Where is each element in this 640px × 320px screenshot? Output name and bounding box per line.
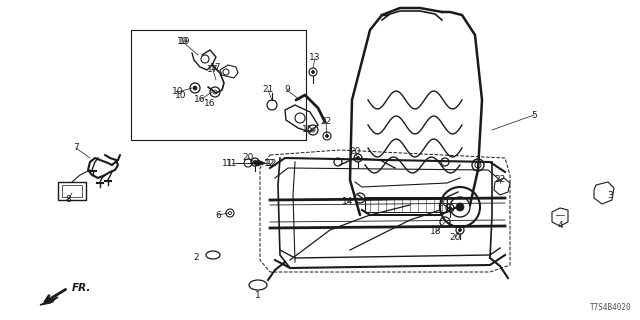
Text: 12: 12	[264, 158, 276, 167]
Text: 9: 9	[284, 85, 290, 94]
Text: 6: 6	[215, 211, 221, 220]
Text: 11: 11	[227, 158, 237, 167]
Text: 10: 10	[172, 87, 184, 97]
Circle shape	[193, 86, 197, 90]
Circle shape	[449, 206, 451, 210]
Circle shape	[312, 70, 314, 74]
Text: 22: 22	[321, 117, 332, 126]
Text: 18: 18	[430, 228, 442, 236]
Text: 20: 20	[449, 234, 461, 243]
Text: 21: 21	[262, 85, 274, 94]
Circle shape	[356, 156, 360, 159]
Circle shape	[253, 161, 257, 164]
Text: 20: 20	[243, 154, 253, 163]
Text: 1: 1	[255, 291, 261, 300]
Text: 10: 10	[175, 91, 187, 100]
Text: 15: 15	[302, 125, 314, 134]
Polygon shape	[40, 297, 58, 305]
Text: 16: 16	[204, 99, 216, 108]
Circle shape	[456, 203, 464, 211]
Circle shape	[326, 134, 328, 138]
Text: 5: 5	[531, 110, 537, 119]
Text: 20: 20	[349, 148, 361, 156]
Text: 17: 17	[211, 63, 221, 73]
Text: 13: 13	[309, 53, 321, 62]
Bar	[62, 185, 82, 197]
Bar	[131, 30, 306, 140]
Bar	[58, 182, 86, 200]
Polygon shape	[252, 160, 265, 166]
Text: 22: 22	[494, 175, 506, 185]
Text: 19: 19	[177, 37, 189, 46]
Text: 12: 12	[266, 158, 278, 167]
Text: 4: 4	[557, 221, 563, 230]
Text: 7: 7	[73, 143, 79, 153]
Text: 14: 14	[342, 197, 354, 206]
Text: 2: 2	[193, 253, 199, 262]
Text: 8: 8	[65, 196, 71, 204]
Text: 20: 20	[437, 199, 449, 209]
Text: T7S4B4020: T7S4B4020	[590, 303, 632, 312]
Text: 11: 11	[222, 158, 234, 167]
Text: 19: 19	[179, 37, 191, 46]
Text: 16: 16	[195, 95, 205, 105]
Text: 3: 3	[607, 191, 613, 201]
Text: 17: 17	[207, 66, 219, 75]
Circle shape	[458, 228, 461, 231]
Bar	[365, 197, 447, 212]
Text: FR.: FR.	[72, 283, 92, 293]
